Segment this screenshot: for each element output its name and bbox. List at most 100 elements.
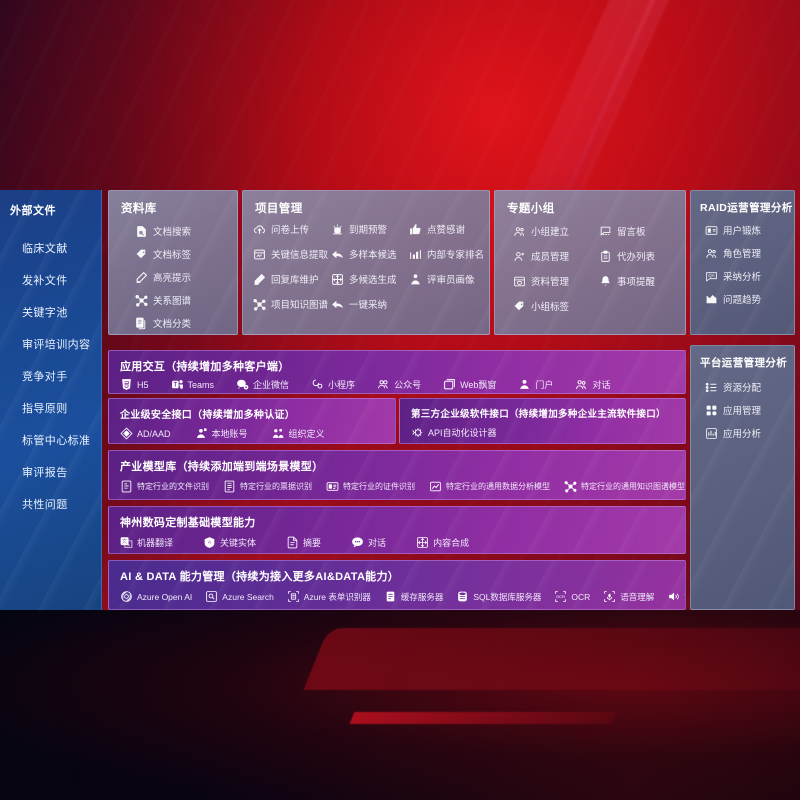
- chip-ocr[interactable]: OCR OCR: [554, 590, 590, 603]
- data-analysis-icon: [430, 481, 441, 492]
- chip-tts[interactable]: TTS: [667, 590, 685, 603]
- sidebar-item-review-report[interactable]: 审评报告: [22, 467, 68, 479]
- chip-speech-understanding[interactable]: 语音理解: [603, 590, 654, 603]
- item-multi-candidate-generate[interactable]: 多候选生成: [331, 272, 407, 286]
- item-user-training[interactable]: 用户锻炼: [705, 223, 790, 237]
- item-label: 采纳分析: [723, 272, 762, 283]
- chip-api-designer[interactable]: API自动化设计器: [411, 426, 497, 439]
- sidebar-item-clinical-literature[interactable]: 临床文献: [22, 243, 68, 255]
- item-multi-sample-candidate[interactable]: 多样本候选: [331, 247, 407, 261]
- sidebar-title: 外部文件: [10, 205, 56, 217]
- chip-sql-database-server[interactable]: SQL数据库服务器: [456, 590, 541, 603]
- chip-label: Azure Search: [222, 591, 274, 602]
- org-definition-icon: [272, 428, 284, 438]
- chip-dialog[interactable]: 对话: [575, 378, 610, 391]
- chip-knowledge-graph-model[interactable]: 特定行业的通用知识图谱模型: [564, 480, 685, 493]
- item-message-board[interactable]: 留言板: [599, 224, 681, 238]
- item-expiry-alert[interactable]: 到期预警: [331, 222, 407, 236]
- chip-web-float-window[interactable]: Web飘窗: [443, 378, 496, 391]
- sidebar-external-files: 外部文件 临床文献 发补文件 关键字池 审评培训内容 竞争对手 指导原则 标管中…: [0, 190, 102, 610]
- sidebar-item-common-issues[interactable]: 共性问题: [22, 499, 68, 511]
- item-label: 高亮提示: [153, 273, 192, 284]
- svg-text:A: A: [208, 540, 212, 546]
- speech-understanding-icon: [604, 591, 616, 602]
- item-one-click-adopt[interactable]: 一键采纳: [331, 297, 407, 311]
- chip-label: 关键实体: [220, 538, 257, 548]
- chip-org-definition[interactable]: 组织定义: [272, 427, 325, 440]
- person-add-icon: [514, 251, 525, 261]
- chip-file-recognition[interactable]: 特定行业的文件识别: [120, 480, 209, 493]
- chip-label: 特定行业的通用知识图谱模型: [581, 482, 685, 491]
- sidebar-item-standards-center[interactable]: 标管中心标准: [22, 435, 91, 447]
- item-resource-allocation[interactable]: 资源分配: [705, 380, 790, 394]
- item-group-tag[interactable]: 小组标签: [513, 299, 595, 313]
- item-adoption-analysis[interactable]: QA 采纳分析: [705, 269, 790, 283]
- item-todo-list[interactable]: 代办列表: [599, 249, 681, 263]
- sidebar-item-competitors[interactable]: 竞争对手: [22, 371, 68, 383]
- item-key-info-extract[interactable]: 关键信息提取: [253, 247, 329, 261]
- expand-grid-icon: [332, 273, 343, 285]
- item-reviewer-portrait[interactable]: 评审员画像: [409, 272, 485, 286]
- item-internal-expert-rank[interactable]: 内部专家排名: [409, 247, 485, 261]
- chip-label: 摘要: [303, 538, 322, 548]
- item-app-management[interactable]: 应用管理: [705, 403, 790, 417]
- item-reply-library-maintain[interactable]: 回复库维护: [253, 272, 329, 286]
- chip-local-account[interactable]: 本地账号: [195, 427, 248, 440]
- item-member-management[interactable]: 成员管理: [513, 249, 595, 263]
- item-material-management[interactable]: 资料管理: [513, 274, 595, 288]
- item-thumbs-up-thanks[interactable]: 点赞感谢: [409, 222, 485, 236]
- chip-azure-search[interactable]: Azure Search: [205, 590, 274, 603]
- tag-icon: [514, 301, 524, 310]
- item-questionnaire-upload[interactable]: 问卷上传: [253, 222, 329, 236]
- chip-portal[interactable]: 门户: [518, 378, 553, 391]
- item-document-classify[interactable]: 文档分类: [135, 316, 231, 330]
- chip-official-account[interactable]: 公众号: [377, 378, 421, 391]
- chip-label: H5: [137, 379, 149, 390]
- item-highlight-tip[interactable]: 高亮提示: [135, 270, 231, 284]
- sidebar-item-guidelines[interactable]: 指导原则: [22, 403, 68, 415]
- item-document-tag[interactable]: 文档标签: [135, 247, 231, 261]
- chip-azure-form-recognizer[interactable]: Azure 表单识别器: [287, 590, 371, 603]
- sidebar-item-supplement-files[interactable]: 发补文件: [22, 275, 68, 287]
- item-label: 问题趋势: [723, 295, 762, 306]
- chip-ad-aad[interactable]: AD/AAD: [120, 427, 171, 440]
- chip-wechat-work[interactable]: 企业微信: [236, 378, 289, 391]
- sidebar-item-keyword-pool[interactable]: 关键字池: [22, 307, 68, 319]
- file-recognition-icon: [121, 480, 132, 493]
- item-issue-trend[interactable]: 问题趋势: [705, 292, 790, 306]
- chip-mini-program[interactable]: 小程序: [311, 378, 355, 391]
- band-security-items: AD/AAD 本地账号 组织定义: [109, 421, 395, 440]
- sidebar-item-review-training[interactable]: 审评培训内容: [22, 339, 91, 351]
- svg-text:A: A: [127, 543, 130, 547]
- item-relation-graph[interactable]: 关系图谱: [135, 293, 231, 307]
- chip-cache-server[interactable]: 缓存服务器: [384, 590, 443, 603]
- openai-spiral-icon: [121, 591, 132, 602]
- chip-label: 特定行业的通用数据分析模型: [446, 482, 550, 491]
- ordered-list-icon: [705, 382, 717, 392]
- item-project-knowledge-graph[interactable]: 项目知识图谱: [253, 297, 329, 311]
- item-role-management[interactable]: 角色管理: [705, 246, 790, 260]
- item-label: 文档搜索: [153, 227, 192, 238]
- item-app-analysis[interactable]: 应用分析: [705, 426, 790, 440]
- card-raid-analysis: RAID运营管理分析 用户锻炼 角色管理 QA 采纳分析 问题趋势: [690, 190, 795, 335]
- bell-icon: [601, 275, 610, 285]
- chip-id-recognition[interactable]: 特定行业的证件识别: [326, 480, 415, 493]
- card-platform-title: 平台运营管理分析: [700, 357, 788, 369]
- chip-label: TTS: [684, 592, 685, 602]
- chip-teams[interactable]: Teams: [171, 378, 214, 391]
- chip-key-entity[interactable]: A 关键实体: [203, 536, 256, 549]
- item-group-create[interactable]: 小组建立: [513, 224, 595, 238]
- chip-summary[interactable]: 摘要: [286, 536, 321, 549]
- chip-data-analysis-model[interactable]: 特定行业的通用数据分析模型: [429, 480, 550, 493]
- chip-h5[interactable]: H5: [120, 378, 149, 391]
- chip-content-synthesis[interactable]: 内容合成: [416, 536, 469, 549]
- chip-label: OCR: [571, 591, 591, 602]
- knowledge-graph-icon: [564, 481, 577, 493]
- chip-receipt-recognition[interactable]: 特定行业的票据识别: [223, 480, 312, 493]
- item-document-search[interactable]: 文档搜索: [135, 224, 231, 238]
- chip-azure-open-ai[interactable]: Azure Open AI: [120, 590, 192, 603]
- chip-dialog[interactable]: 对话: [351, 536, 386, 549]
- item-event-reminder[interactable]: 事项提醒: [599, 274, 681, 288]
